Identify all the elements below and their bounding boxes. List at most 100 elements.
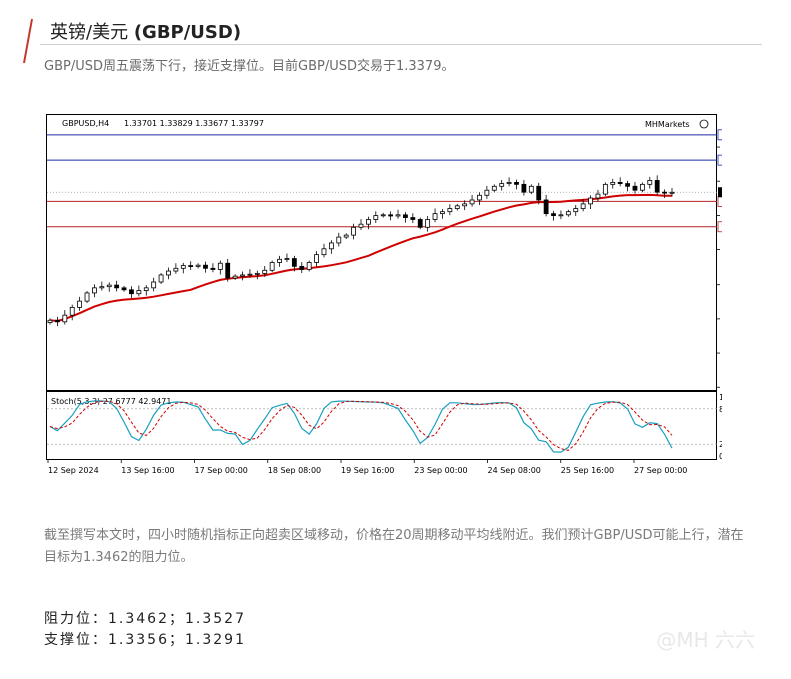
stoch-signal-line xyxy=(49,400,673,451)
candle-bull xyxy=(358,223,364,228)
support-label: 1.33563 xyxy=(721,197,722,206)
candle-bull xyxy=(151,281,157,289)
x-tick-label: 27 Sep 00:00 xyxy=(634,466,687,475)
candle-bear xyxy=(129,289,134,295)
price-chart: GBPUSD,H4 1.33701 1.33829 1.33677 1.3379… xyxy=(46,114,762,478)
page-title: 英镑/美元 (GBP/USD) xyxy=(50,18,241,44)
candle-bull xyxy=(595,193,601,199)
candle-bull xyxy=(639,183,645,191)
candle-bull xyxy=(158,274,164,283)
candle-bull xyxy=(380,214,386,217)
candle-bear xyxy=(632,185,638,191)
candle-bull xyxy=(477,194,482,201)
candle-bull xyxy=(351,226,356,236)
chart-brand: MHMarkets xyxy=(645,120,690,129)
candle-bull xyxy=(180,265,186,269)
candle-bull xyxy=(447,208,453,213)
current-price-label: 1.33797 xyxy=(721,188,722,197)
candle-bull xyxy=(469,199,475,205)
candle-bull xyxy=(343,234,349,238)
candle-bear xyxy=(617,181,623,184)
candle-bull xyxy=(491,185,497,191)
title-divider xyxy=(40,44,762,45)
intro-text: GBP/USD周五震荡下行，接近支撑位。目前GBP/USD交易于1.3379。 xyxy=(44,59,455,74)
smiley-icon xyxy=(699,119,709,129)
candle-bull xyxy=(166,270,171,276)
candle-bull xyxy=(306,262,312,270)
candle-bear xyxy=(203,264,208,269)
candle-bear xyxy=(388,214,394,217)
candle-bear xyxy=(188,265,194,267)
candle-bull xyxy=(432,213,438,220)
candle-bull xyxy=(484,189,490,196)
candle-bull xyxy=(425,219,431,228)
candle-bull xyxy=(573,208,579,213)
candle-bear xyxy=(521,183,527,193)
candle-bull xyxy=(47,319,53,324)
candle-bull xyxy=(217,262,223,270)
candle-bull xyxy=(528,185,534,193)
candle-bear xyxy=(662,191,667,194)
candle-bull xyxy=(602,183,608,195)
x-tick-label: 23 Sep 00:00 xyxy=(414,466,467,475)
candle-bull xyxy=(284,258,290,260)
candle-bull xyxy=(669,191,675,194)
candle-bull xyxy=(506,181,512,184)
candle-bear xyxy=(403,214,408,218)
candle-bull xyxy=(143,287,149,291)
moving-average-line xyxy=(49,193,672,323)
candle-bull xyxy=(247,273,253,276)
stoch-main-line xyxy=(49,400,673,453)
candle-bear xyxy=(543,199,549,215)
candle-bear xyxy=(417,219,423,228)
stoch-scale-label: 80 xyxy=(719,405,722,414)
candle-bull xyxy=(69,306,75,316)
candle-bull xyxy=(77,300,83,308)
candle-bear xyxy=(536,185,542,201)
candle-bull xyxy=(62,314,68,323)
stoch-scale-label: 100 xyxy=(719,393,722,402)
analysis-text: 截至撰写本文时，四小时随机指标正向超卖区域移动，价格在20周期移动平均线附近。我… xyxy=(44,528,744,565)
candle-bear xyxy=(551,213,556,216)
support-label: 1.32914 xyxy=(721,223,722,232)
x-tick-label: 24 Sep 08:00 xyxy=(488,466,541,475)
support-levels: 支撑位：1.3356；1.3291 xyxy=(44,632,246,648)
candle-bull xyxy=(195,264,201,267)
candle-bull xyxy=(499,183,505,187)
candle-bear xyxy=(114,284,120,289)
title-en: (GBP/USD) xyxy=(133,22,242,43)
x-tick-label: 18 Sep 08:00 xyxy=(268,466,321,475)
candle-bull xyxy=(232,275,238,279)
x-tick-label: 13 Sep 16:00 xyxy=(121,466,174,475)
candle-bull xyxy=(336,236,342,244)
x-tick-label: 17 Sep 00:00 xyxy=(195,466,248,475)
chart-ohlc: 1.33701 1.33829 1.33677 1.33797 xyxy=(124,119,264,128)
candle-bull xyxy=(558,214,564,217)
candle-bull xyxy=(92,287,97,294)
x-tick-label: 19 Sep 16:00 xyxy=(341,466,394,475)
resistance-levels: 阻力位：1.3462；1.3527 xyxy=(44,611,246,627)
levels-block: 阻力位：1.3462；1.3527 支撑位：1.3356；1.3291 xyxy=(44,609,246,651)
candle-bull xyxy=(462,203,468,207)
chart-svg: GBPUSD,H4 1.33701 1.33829 1.33677 1.3379… xyxy=(46,114,762,475)
resistance-label: 1.35268 xyxy=(721,131,722,140)
x-tick-label: 25 Sep 16:00 xyxy=(561,466,614,475)
candle-bull xyxy=(254,272,260,275)
resistance-label: 1.34620 xyxy=(721,156,722,165)
candle-bear xyxy=(291,258,297,267)
candle-bull xyxy=(588,197,593,205)
candle-bear xyxy=(654,180,660,193)
candle-bull xyxy=(373,215,379,220)
x-tick-label: 12 Sep 2024 xyxy=(48,466,99,475)
candle-bull xyxy=(395,214,401,217)
candle-bear xyxy=(410,217,416,220)
accent-slash xyxy=(23,18,33,64)
chart-symbol: GBPUSD,H4 xyxy=(62,119,109,128)
price-pane xyxy=(46,114,717,391)
stoch-scale-label: 20 xyxy=(719,440,722,449)
candle-bull xyxy=(610,181,616,185)
candle-bull xyxy=(240,274,245,277)
candle-bull xyxy=(366,219,371,225)
candle-bear xyxy=(55,319,60,323)
candle-bear xyxy=(514,181,519,185)
